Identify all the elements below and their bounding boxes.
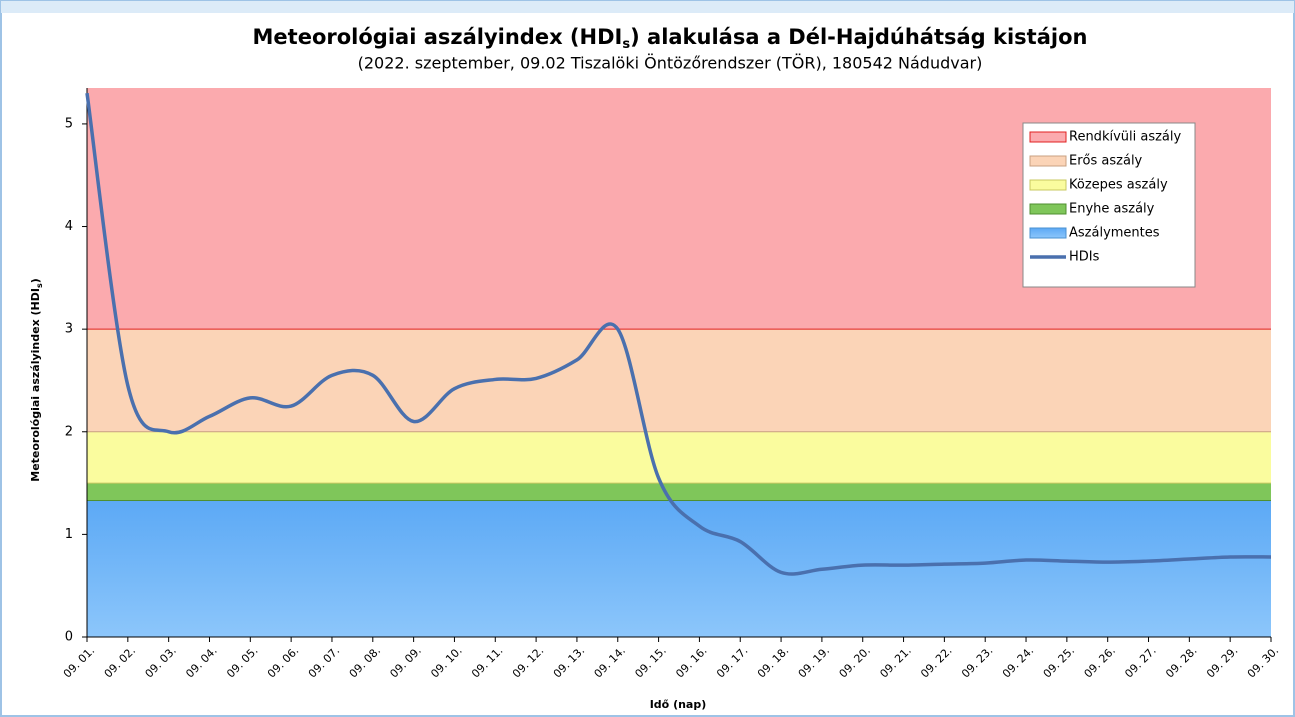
legend-label: HDIs — [1069, 250, 1100, 265]
legend-label: Rendkívüli aszály — [1069, 130, 1182, 145]
y-tick-label: 1 — [65, 527, 73, 542]
band — [87, 329, 1271, 432]
legend-swatch — [1029, 131, 1067, 143]
legend-swatch — [1029, 155, 1067, 167]
hdi-line — [85, 92, 1272, 576]
y-tick-label: 5 — [65, 116, 73, 131]
title-sub: s — [622, 37, 630, 52]
title-part: Meteorológiai aszályindex (HDI — [253, 25, 623, 49]
chart-title: Meteorológiai aszályindex (HDIs) alakulá… — [253, 25, 1088, 52]
y-tick-label: 4 — [65, 219, 73, 234]
ylabel-part: Meteorológiai aszályindex (HDI — [29, 288, 42, 482]
top-strip — [1, 1, 1294, 13]
legend-label: Erős aszály — [1069, 154, 1143, 169]
x-axis-label: Idő (nap) — [650, 698, 707, 711]
legend-swatch — [1029, 203, 1067, 215]
band — [87, 500, 1271, 637]
y-tick-label: 0 — [65, 630, 73, 645]
title-part: ) alakulása a Dél-Hajdúhátság kistájon — [630, 25, 1087, 49]
y-tick-label: 3 — [65, 322, 73, 337]
y-tick-label: 2 — [65, 424, 73, 439]
ylabel-part: ) — [29, 278, 42, 283]
legend-label: Aszálymentes — [1069, 226, 1160, 241]
ylabel-sub: s — [35, 283, 44, 288]
band — [87, 431, 1271, 484]
y-axis-label: Meteorológiai aszályindex (HDIs) — [29, 278, 44, 482]
band — [87, 483, 1271, 501]
legend-swatch — [1029, 179, 1067, 191]
legend-label: Enyhe aszály — [1069, 202, 1155, 217]
chart-subtitle: (2022. szeptember, 09.02 Tiszalöki Öntöz… — [358, 54, 983, 73]
legend-swatch — [1029, 227, 1067, 239]
legend-label: Közepes aszály — [1069, 178, 1168, 193]
